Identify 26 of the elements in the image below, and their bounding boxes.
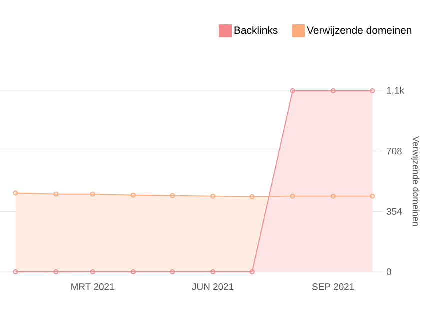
point [250,270,255,274]
point [330,88,336,94]
point [170,270,176,274]
point [130,192,136,198]
point [54,270,59,274]
point [330,194,336,199]
point [170,193,176,198]
point [250,194,255,200]
point [54,192,59,197]
point [90,192,96,197]
point [290,88,296,94]
y-tick-label: 708 [387,148,402,155]
legend-label: Backlinks [234,26,278,34]
point [130,270,136,274]
legend-label: Verwijzende domeinen [307,26,412,36]
point [290,194,296,199]
x-tick-label: MRT 2021 [72,284,114,290]
x-tick-label: JUN 2021 [192,284,234,290]
point [210,270,216,274]
y-tick-label: 1,1k [387,86,404,96]
y-tick-label: 354 [386,208,402,216]
x-tick-label: SEP 2021 [312,284,354,290]
point [210,194,216,199]
y-tick-label: 0 [386,268,392,276]
y-axis-title: Verwijzende domeinen [411,136,420,226]
point [90,270,96,274]
